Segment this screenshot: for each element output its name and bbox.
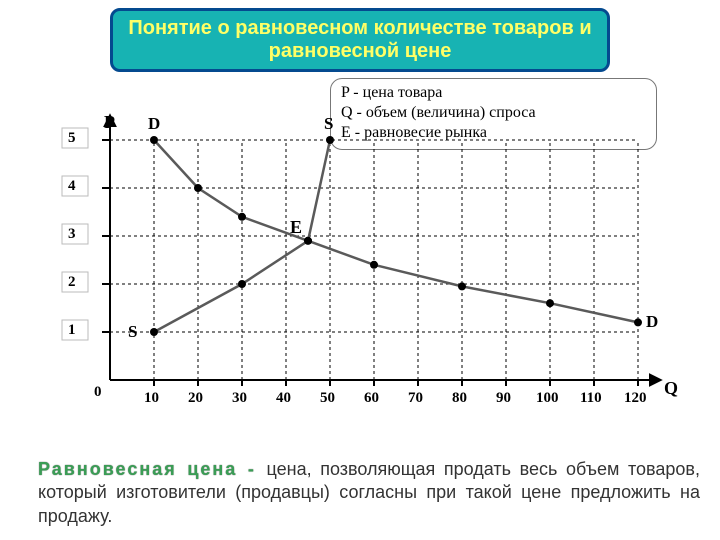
y-axis-label: P — [104, 112, 115, 133]
x-axis-label: Q — [664, 378, 678, 399]
ytick-2: 2 — [68, 274, 76, 291]
chart-svg — [40, 90, 680, 420]
supply-label-bottom: S — [128, 322, 137, 342]
xtick-60: 60 — [364, 390, 379, 407]
title-banner: Понятие о равновесном количестве товаров… — [110, 8, 610, 72]
xtick-20: 20 — [188, 390, 203, 407]
xtick-10: 10 — [144, 390, 159, 407]
origin-label: 0 — [94, 384, 102, 401]
equilibrium-chart: P Q 0 1 2 3 4 5 10 20 30 40 50 60 70 80 90 100 110 120 D D S S E — [40, 90, 680, 420]
supply-label-top: S — [324, 114, 333, 134]
ytick-5: 5 — [68, 130, 76, 147]
definition-text: Равновесная цена - цена, позволяющая про… — [38, 458, 700, 528]
xtick-90: 90 — [496, 390, 511, 407]
demand-label-right: D — [646, 312, 658, 332]
ytick-1: 1 — [68, 322, 76, 339]
xtick-80: 80 — [452, 390, 467, 407]
xtick-50: 50 — [320, 390, 335, 407]
xtick-30: 30 — [232, 390, 247, 407]
ytick-4: 4 — [68, 178, 76, 195]
definition-term: Равновесная цена - — [38, 459, 267, 479]
xtick-40: 40 — [276, 390, 291, 407]
equilibrium-label: E — [290, 217, 302, 238]
demand-label-left: D — [148, 114, 160, 134]
xtick-110: 110 — [580, 390, 602, 407]
xtick-120: 120 — [624, 390, 647, 407]
xtick-70: 70 — [408, 390, 423, 407]
ytick-3: 3 — [68, 226, 76, 243]
xtick-100: 100 — [536, 390, 559, 407]
